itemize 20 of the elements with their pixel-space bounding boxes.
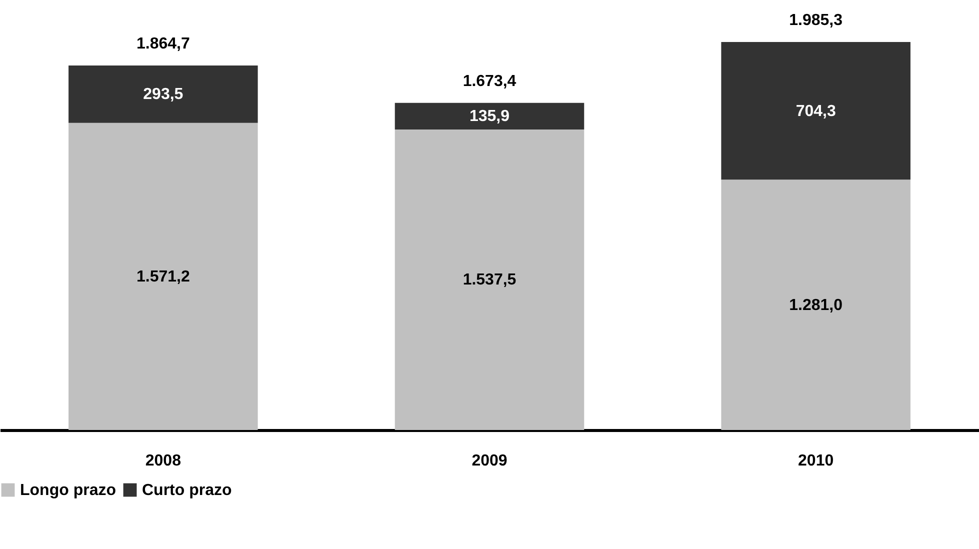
bar — [394, 102, 584, 130]
bar — [721, 42, 910, 180]
data-label: 135,9 — [469, 108, 510, 126]
x-tick-label: 2009 — [472, 452, 508, 470]
bar — [68, 122, 258, 430]
x-tick-label: 2008 — [145, 452, 182, 470]
total-label: 1.864,7 — [136, 36, 190, 53]
x-tick-label: 2010 — [798, 452, 834, 470]
total-label: 1.673,4 — [462, 72, 516, 90]
data-label: 704,3 — [796, 102, 836, 120]
bar — [721, 180, 910, 430]
legend-label: Curto prazo — [142, 482, 232, 499]
data-label: 1.537,5 — [462, 272, 516, 289]
legend-label: Longo prazo — [20, 482, 116, 499]
bar — [68, 66, 258, 123]
total-label: 1.985,3 — [789, 12, 843, 29]
data-label: 293,5 — [143, 86, 184, 104]
data-label: 1.281,0 — [789, 296, 843, 314]
data-label: 1.571,2 — [136, 268, 190, 286]
bar — [394, 129, 584, 430]
